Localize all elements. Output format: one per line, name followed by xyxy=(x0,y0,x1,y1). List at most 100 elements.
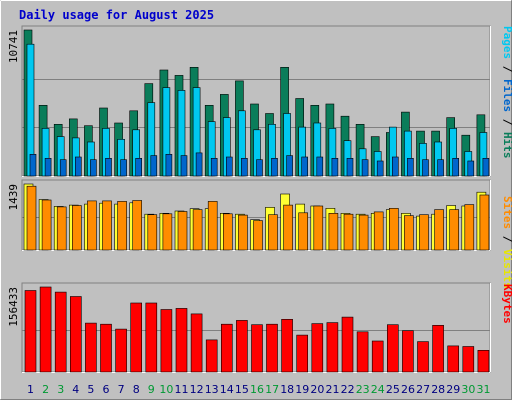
bar-pages-day-18 xyxy=(286,155,293,177)
bar-pages-day-7 xyxy=(120,159,127,177)
bar-kbytes-day-25 xyxy=(386,324,399,373)
bar-kbytes-day-13 xyxy=(205,339,218,373)
bar-sites-day-1 xyxy=(26,185,37,251)
legend-kbytes: KBytes xyxy=(501,284,512,324)
bar-sites-day-16 xyxy=(253,220,263,251)
bar-sites-day-3 xyxy=(56,206,67,251)
y-max-label: 156433 xyxy=(7,287,20,327)
y-max-label: 10741 xyxy=(7,30,20,63)
bar-sites-day-6 xyxy=(102,200,112,251)
bar-kbytes-day-27 xyxy=(417,341,429,373)
bar-kbytes-day-31 xyxy=(477,349,490,373)
bar-pages-day-21 xyxy=(331,158,339,177)
bar-pages-day-30 xyxy=(467,160,475,177)
x-tick-label: 31 xyxy=(477,383,491,396)
bars-kbytes xyxy=(24,286,490,373)
bar-sites-day-28 xyxy=(434,209,444,251)
bar-pages-day-14 xyxy=(226,156,233,177)
bar-pages-day-11 xyxy=(180,155,188,177)
bar-sites-day-18 xyxy=(283,204,293,251)
bar-pages-day-29 xyxy=(452,158,460,177)
x-tick-label: 18 xyxy=(280,383,294,396)
bar-kbytes-day-16 xyxy=(251,324,263,373)
bar-pages-day-15 xyxy=(241,158,248,177)
bar-kbytes-day-22 xyxy=(341,316,354,373)
bar-kbytes-day-7 xyxy=(115,328,127,373)
bar-sites-day-4 xyxy=(72,205,82,251)
bar-sites-day-29 xyxy=(449,209,460,251)
x-tick-label: 27 xyxy=(416,383,430,396)
bar-sites-day-20 xyxy=(313,205,324,251)
bar-kbytes-day-20 xyxy=(311,323,324,373)
bar-kbytes-day-30 xyxy=(462,346,475,373)
legend-entry: KBytes xyxy=(501,284,512,324)
bar-pages-day-17 xyxy=(271,158,278,177)
bar-pages-day-1 xyxy=(29,154,37,177)
bar-sites-day-10 xyxy=(162,213,173,251)
bar-sites-day-23 xyxy=(358,214,369,251)
bar-sites-day-13 xyxy=(207,201,218,251)
panel-kbytes: 156433 KBytes xyxy=(7,282,512,373)
x-tick-label: 9 xyxy=(148,383,155,396)
bar-sites-day-26 xyxy=(404,215,414,251)
x-tick-label: 2 xyxy=(42,383,49,396)
bar-pages-day-20 xyxy=(316,156,324,177)
bar-pages-day-13 xyxy=(210,158,218,177)
bar-sites-day-9 xyxy=(147,214,158,251)
bar-pages-day-31 xyxy=(482,158,490,177)
x-tick-label: 21 xyxy=(326,383,340,396)
bar-sites-day-11 xyxy=(177,211,188,251)
bar-kbytes-day-2 xyxy=(39,286,52,373)
bar-kbytes-day-1 xyxy=(24,290,37,373)
bar-sites-day-8 xyxy=(132,200,142,251)
x-tick-label: 13 xyxy=(205,383,219,396)
bar-kbytes-day-28 xyxy=(432,324,444,373)
x-tick-label: 6 xyxy=(103,383,110,396)
bar-pages-day-23 xyxy=(361,159,369,177)
bar-pages-day-9 xyxy=(150,155,158,177)
bar-kbytes-day-6 xyxy=(100,323,112,373)
legend-entry: Visits xyxy=(501,249,512,289)
x-tick-label: 28 xyxy=(431,383,445,396)
bar-pages-day-16 xyxy=(256,159,263,177)
x-tick-label: 5 xyxy=(87,383,94,396)
x-tick-label: 14 xyxy=(220,383,234,396)
bar-sites-day-7 xyxy=(117,201,127,251)
bar-kbytes-day-4 xyxy=(70,296,82,373)
bar-sites-day-21 xyxy=(328,213,339,251)
bar-pages-day-5 xyxy=(90,159,97,177)
chart-title: Daily usage for August 2025 xyxy=(19,8,214,22)
bar-kbytes-day-23 xyxy=(356,331,369,373)
bar-kbytes-day-14 xyxy=(221,323,233,373)
bar-pages-day-28 xyxy=(437,159,444,177)
y-max-label: 1439 xyxy=(7,184,20,211)
bar-sites-day-19 xyxy=(298,212,309,251)
x-tick-label: 15 xyxy=(235,383,249,396)
x-tick-label: 29 xyxy=(446,383,460,396)
bar-kbytes-day-8 xyxy=(130,302,142,373)
x-tick-label: 17 xyxy=(265,383,279,396)
bar-kbytes-day-17 xyxy=(266,323,278,373)
x-tick-label: 25 xyxy=(386,383,400,396)
legend-entry: / xyxy=(501,229,512,249)
bar-sites-day-30 xyxy=(464,204,475,251)
bar-kbytes-day-18 xyxy=(281,318,293,373)
bar-pages-day-19 xyxy=(301,156,309,177)
panels: 10741 Pages / Files / Hits 1439 Sites / Vis… xyxy=(7,25,512,373)
bars-traffic xyxy=(23,29,490,177)
bar-sites-day-31 xyxy=(479,194,490,251)
panel-traffic: 10741 Pages / Files / Hits xyxy=(7,25,512,177)
bar-pages-day-8 xyxy=(135,158,142,177)
x-tick-label: 26 xyxy=(401,383,415,396)
legend-visits: Sites / Visits xyxy=(501,196,512,289)
bar-pages-day-4 xyxy=(75,156,82,177)
bar-kbytes-day-24 xyxy=(371,340,384,373)
bar-kbytes-day-3 xyxy=(54,291,67,373)
x-tick-label: 16 xyxy=(250,383,264,396)
x-tick-label: 23 xyxy=(356,383,370,396)
x-tick-label: 24 xyxy=(371,383,385,396)
bar-sites-day-27 xyxy=(419,214,429,251)
legend-entry: Hits xyxy=(501,132,512,159)
bar-pages-day-27 xyxy=(422,159,429,177)
